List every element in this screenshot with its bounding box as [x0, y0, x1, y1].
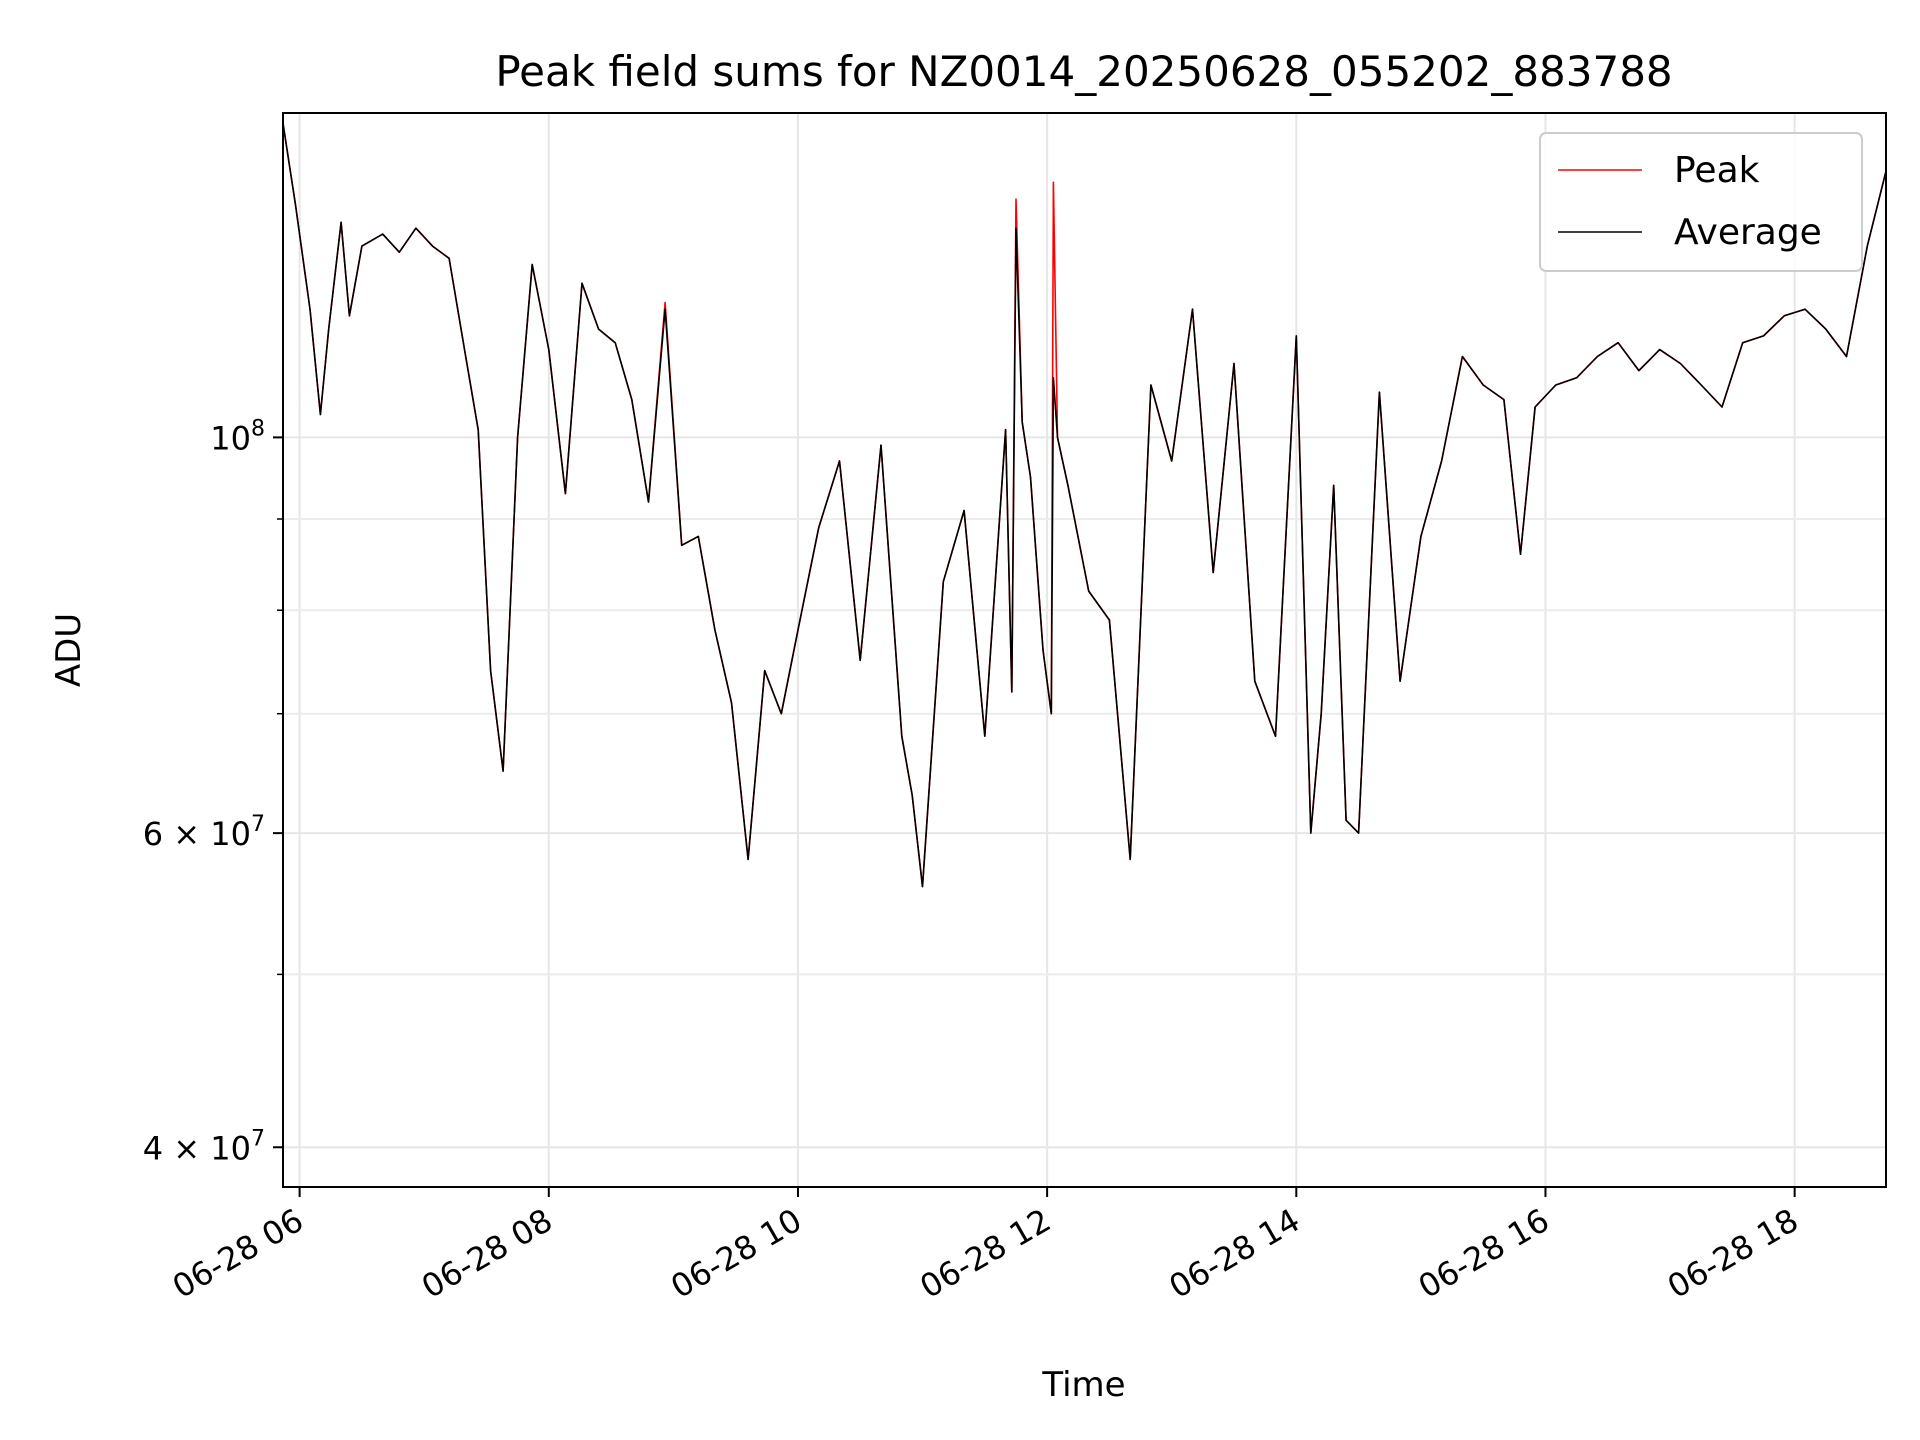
series-lines: [282, 123, 1887, 888]
series-line-average: [282, 123, 1887, 888]
y-axis-ticks: 108 6 × 107 4 × 107: [143, 416, 283, 1167]
x-tick-label: 06-28 08: [415, 1201, 559, 1306]
plot-frame: [282, 112, 1887, 1188]
legend: Peak Average: [1539, 132, 1863, 272]
x-tick-label: 06-28 16: [1412, 1201, 1556, 1306]
x-tick-label: 06-28 10: [664, 1201, 808, 1306]
y-tick-label: 4 × 107: [143, 1126, 265, 1167]
legend-label-average: Average: [1674, 212, 1822, 253]
y-tick-label: 6 × 107: [143, 812, 265, 853]
legend-box: [1539, 132, 1863, 272]
x-tick-label: 06-28 18: [1661, 1201, 1805, 1306]
x-tick-label: 06-28 12: [914, 1201, 1058, 1306]
legend-label-peak: Peak: [1674, 150, 1760, 191]
y-tick-label: 108: [210, 416, 265, 457]
x-axis-label: Time: [1041, 1365, 1125, 1405]
grid: [283, 113, 1886, 1187]
x-tick-label: 06-28 06: [166, 1201, 310, 1306]
x-tick-label: 06-28 14: [1163, 1201, 1307, 1306]
chart-title: Peak field sums for NZ0014_20250628_0552…: [495, 47, 1672, 96]
x-axis-ticks: 06-28 06 06-28 08 06-28 10 06-28 12 06-28 14…: [166, 1187, 1805, 1306]
y-axis-label: ADU: [49, 613, 89, 687]
